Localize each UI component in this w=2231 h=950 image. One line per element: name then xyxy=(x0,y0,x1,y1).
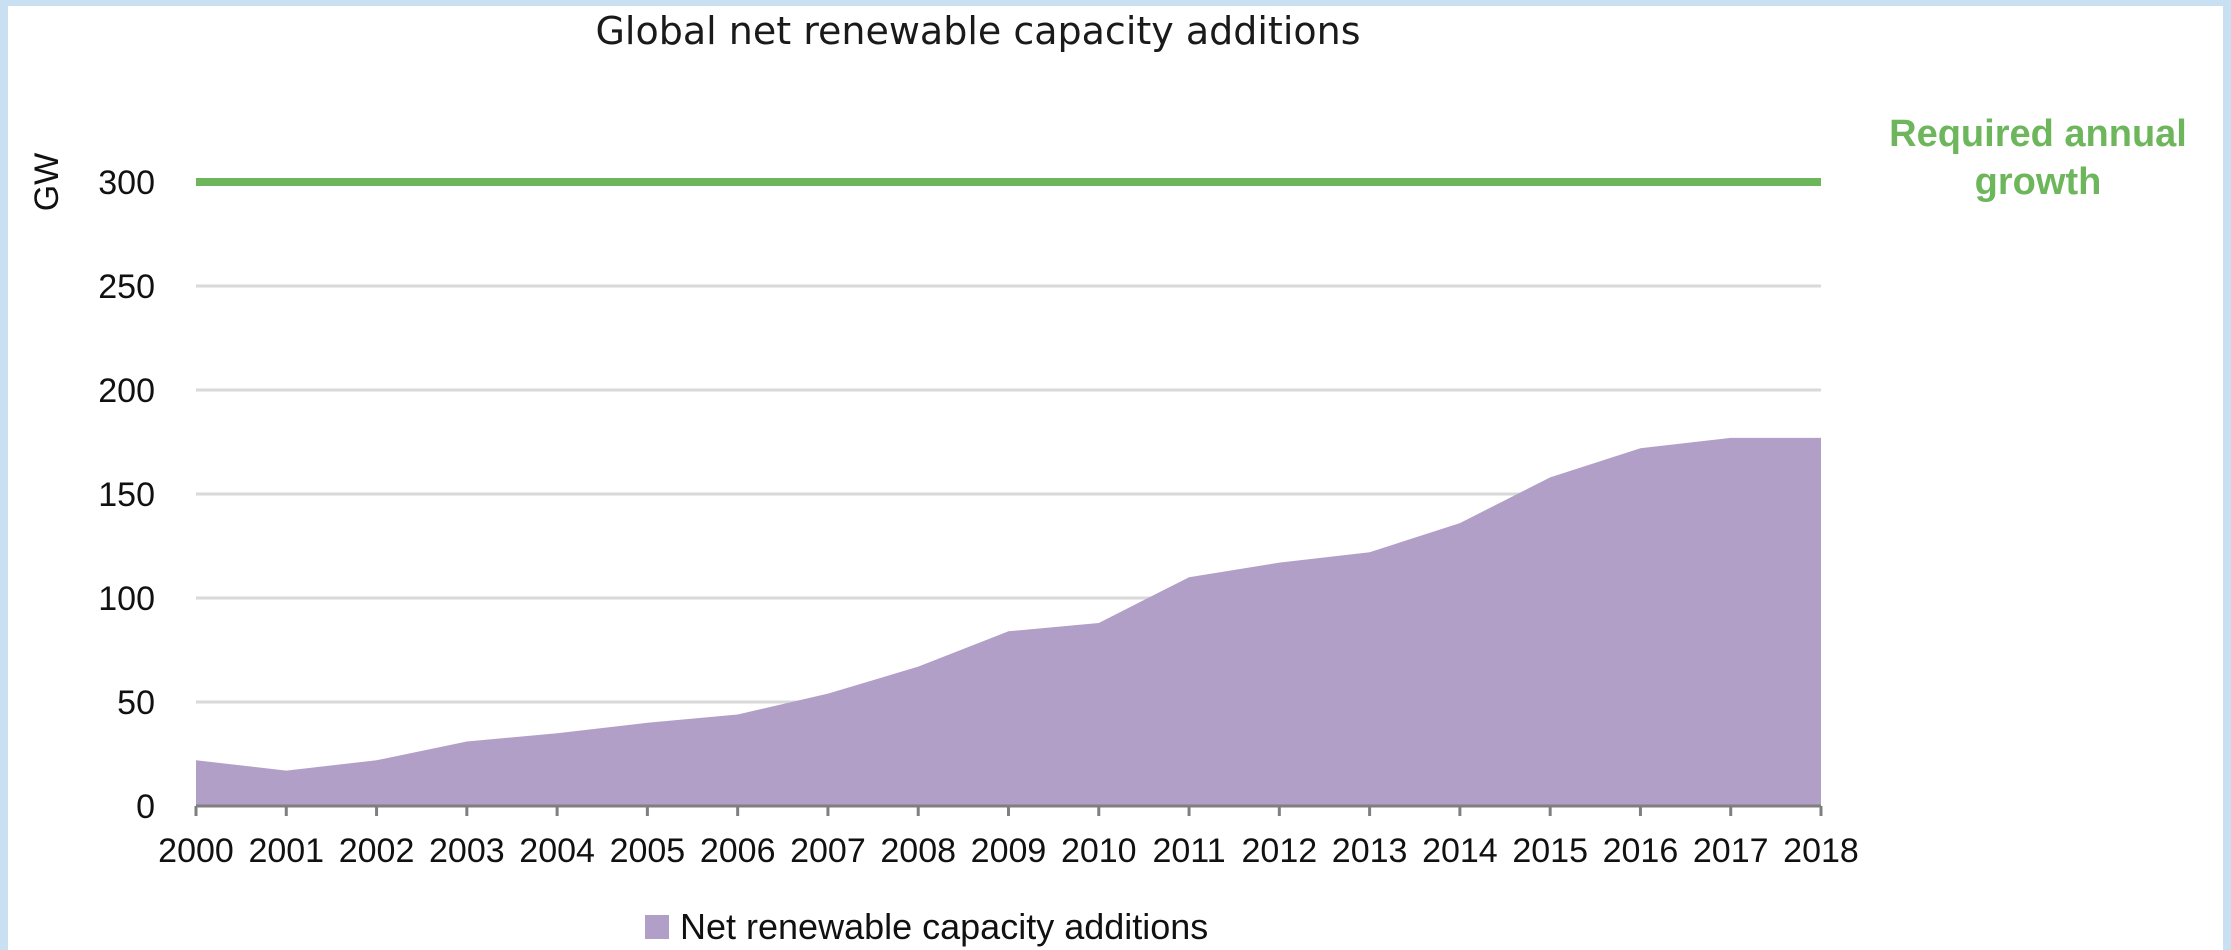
required-growth-reference: Required annual growth xyxy=(196,113,2187,203)
x-tick-label: 2000 xyxy=(158,832,234,870)
x-tick-label: 2014 xyxy=(1422,832,1498,870)
x-tick-label: 2012 xyxy=(1242,832,1318,870)
x-tick-label: 2007 xyxy=(790,832,866,870)
y-tick-label: 200 xyxy=(98,372,155,410)
x-axis xyxy=(194,804,1823,816)
x-tick-label: 2002 xyxy=(339,832,415,870)
legend-label: Net renewable capacity additions xyxy=(680,906,1208,947)
x-tick-label: 2018 xyxy=(1783,832,1859,870)
area-series xyxy=(195,437,1822,806)
x-tick-label: 2003 xyxy=(429,832,505,870)
x-tick-label: 2017 xyxy=(1693,832,1769,870)
legend: Net renewable capacity additions xyxy=(645,906,1208,947)
x-tick-label: 2015 xyxy=(1512,832,1588,870)
x-tick-label: 2006 xyxy=(700,832,776,870)
x-tick-label: 2009 xyxy=(971,832,1047,870)
x-tick-label: 2008 xyxy=(880,832,956,870)
y-tick-label: 50 xyxy=(117,684,155,722)
x-axis-ticks: 2000 2001 2002 2003 2004 2005 2006 2007 2008 2009… xyxy=(158,832,1859,870)
x-tick-label: 2010 xyxy=(1061,832,1137,870)
x-tick-label: 2013 xyxy=(1332,832,1408,870)
x-tick-label: 2016 xyxy=(1603,832,1679,870)
y-tick-label: 250 xyxy=(98,268,155,306)
legend-swatch xyxy=(645,915,669,939)
y-tick-label: 100 xyxy=(98,580,155,618)
x-tick-label: 2011 xyxy=(1152,832,1225,870)
x-tick-label: 2004 xyxy=(519,832,595,870)
y-tick-label: 150 xyxy=(98,476,155,514)
required-growth-label: growth xyxy=(1975,161,2102,203)
y-tick-label: 0 xyxy=(136,788,155,826)
y-axis-ticks: 0 50 100 150 200 250 300 xyxy=(98,164,155,826)
x-tick-label: 2005 xyxy=(610,832,686,870)
x-tick-label: 2001 xyxy=(248,832,324,870)
y-tick-label: 300 xyxy=(98,164,155,202)
chart-title: Global net renewable capacity additions xyxy=(595,9,1360,53)
area-series-fill xyxy=(196,437,1821,806)
required-growth-label: Required annual xyxy=(1889,113,2187,155)
y-axis-label: GW xyxy=(28,153,66,212)
